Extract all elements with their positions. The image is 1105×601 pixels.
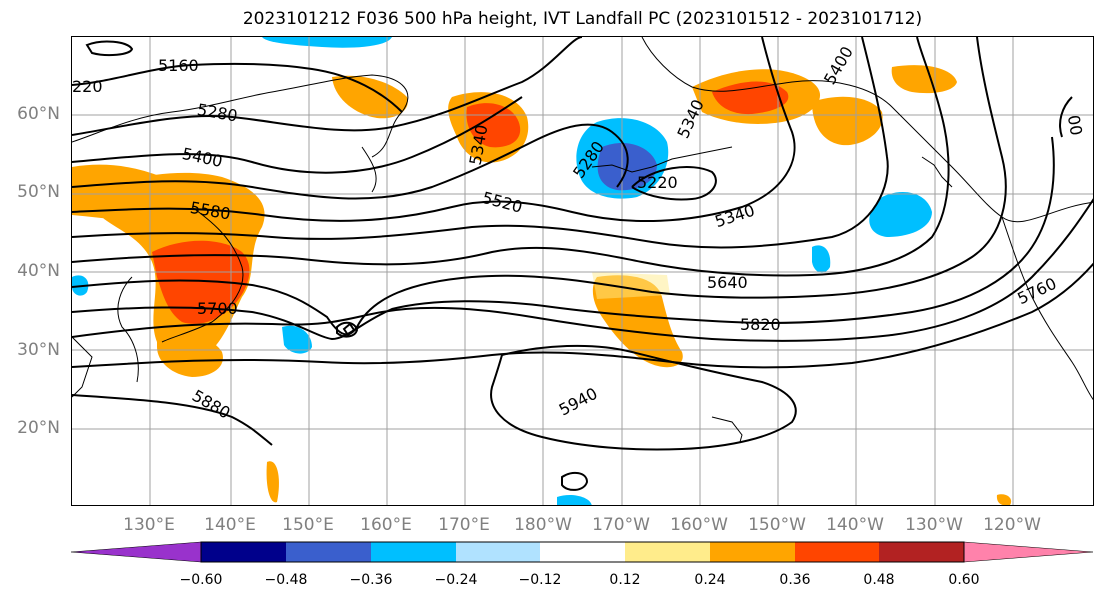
ivt-patch-goa-orange [812, 96, 883, 146]
ivt-patch-west-orange [72, 164, 173, 220]
colorbar-label-048: 0.48 [863, 572, 895, 588]
lon-label-150w: 150°W [748, 515, 806, 535]
ivt-patch-east-blue [869, 192, 932, 237]
contour-label-5700: 5700 [197, 299, 238, 318]
contour-label-5340-east: 5340 [712, 201, 757, 232]
lat-label-20n: 20°N [17, 418, 60, 438]
ivt-patch-small-orange-1 [266, 461, 279, 503]
lon-label-130w: 130°W [905, 515, 963, 535]
ivt-patch-north-red [466, 103, 521, 148]
contour-label-5400-north: 5400 [820, 43, 857, 88]
contour-label-5880: 5880 [189, 386, 234, 423]
lon-label-160e: 160°E [360, 515, 412, 535]
colorbar-segment-2 [286, 542, 371, 562]
colorbar-label-neg012: −0.12 [518, 572, 562, 588]
lon-label-140e: 140°E [204, 515, 256, 535]
colorbar-label-012: 0.12 [609, 572, 641, 588]
lat-label-40n: 40°N [17, 261, 60, 281]
contour-label-00: 00 [1064, 114, 1086, 137]
contour-label-5160: 5160 [158, 56, 199, 75]
lon-label-160w: 160°W [670, 515, 728, 535]
lon-label-170w: 170°W [592, 515, 650, 535]
contour-label-5220: 5220 [637, 173, 678, 192]
colorbar-label-060: 0.60 [948, 572, 980, 588]
ivt-patch-small-orange-2 [996, 494, 1012, 505]
contour-label-220: 220 [72, 77, 103, 96]
lon-label-140w: 140°W [826, 515, 884, 535]
contour-label-5640: 5640 [707, 273, 748, 292]
colorbar-label-024: 0.24 [694, 572, 726, 588]
colorbar-segment-3 [371, 542, 456, 562]
colorbar-outline [200, 541, 965, 563]
map-panel: 5160 220 5280 5400 5580 5700 5880 5940 5… [71, 36, 1094, 506]
colorbar [71, 541, 1094, 563]
ivt-patch-okhotsk [332, 75, 408, 119]
ivt-patch-japan-red [152, 240, 250, 324]
colorbar-label-neg060: −0.60 [179, 572, 223, 588]
lon-label-150e: 150°E [282, 515, 334, 535]
lat-label-30n: 30°N [17, 340, 60, 360]
ivt-patch-central-orange [592, 275, 683, 368]
colorbar-label-036: 0.36 [779, 572, 811, 588]
colorbar-label-neg036: −0.36 [349, 572, 393, 588]
colorbar-segment-1 [201, 542, 286, 562]
ivt-shading [72, 37, 1012, 505]
contour-label-5400-west: 5400 [180, 144, 224, 171]
ivt-patch-top-blue [262, 37, 392, 48]
colorbar-segment-4 [456, 542, 540, 562]
colorbar-segment-10 [963, 541, 1094, 563]
contour-label-5820: 5820 [740, 315, 781, 334]
map-svg: 5160 220 5280 5400 5580 5700 5880 5940 5… [72, 37, 1093, 505]
lon-label-130e: 130°E [123, 515, 175, 535]
colorbar-label-neg024: −0.24 [434, 572, 478, 588]
chart-title: 2023101212 F036 500 hPa height, IVT Land… [242, 9, 923, 29]
contour-label-5520: 5520 [480, 188, 524, 217]
ivt-patch-central-yellow [592, 272, 670, 299]
colorbar-segment-0 [71, 541, 202, 563]
lat-label-50n: 50°N [17, 182, 60, 202]
colorbar-segment-6 [625, 542, 710, 562]
colorbar-segment-5 [540, 542, 625, 562]
ivt-patch-south-japan [157, 334, 223, 377]
colorbar-label-neg048: −0.48 [264, 572, 308, 588]
lon-label-180w: 180°W [514, 515, 572, 535]
ivt-patch-small-blue-1 [282, 325, 312, 354]
ivt-patch-bottom-blue [557, 495, 592, 505]
contour-label-5760: 5760 [1014, 274, 1059, 308]
contour-label-5280-west: 5280 [196, 100, 239, 126]
colorbar-segment-8 [795, 542, 879, 562]
height-contours [72, 37, 1093, 491]
contour-label-5940: 5940 [556, 384, 601, 420]
ivt-patch-alaska-red [712, 81, 789, 115]
lon-label-170e: 170°E [438, 515, 490, 535]
lat-label-60n: 60°N [17, 104, 60, 124]
lon-label-120w: 120°W [983, 515, 1041, 535]
colorbar-segment-7 [710, 542, 795, 562]
contour-label-5340-ne: 5340 [673, 96, 707, 141]
ivt-patch-ne-orange [891, 65, 957, 94]
ivt-patch-small-blue-2 [812, 245, 831, 273]
colorbar-segment-9 [879, 542, 964, 562]
